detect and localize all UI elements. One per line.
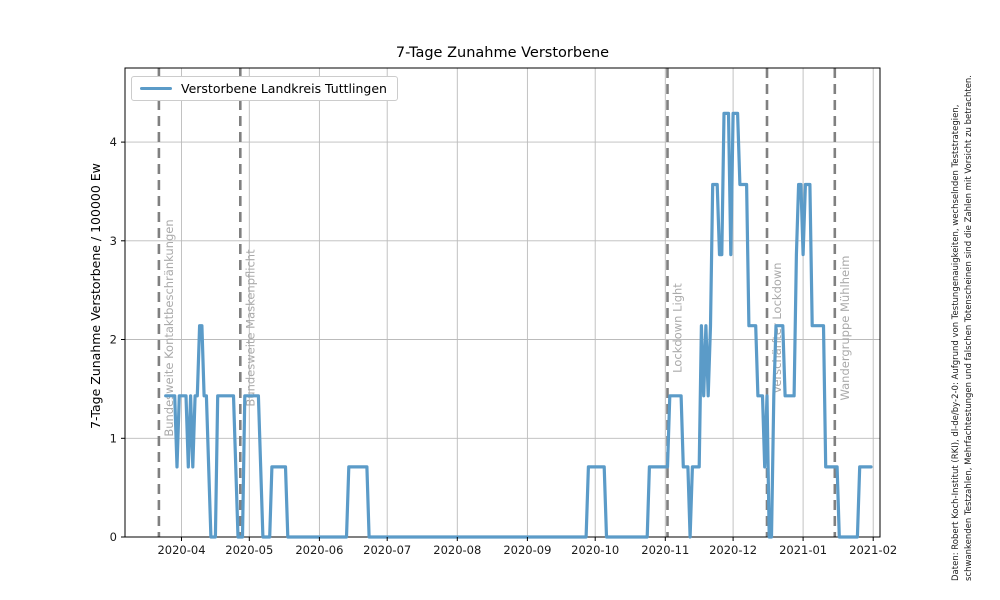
y-axis-label: 7-Tage Zunahme Verstorbene / 100000 Ew: [88, 163, 103, 429]
y-tick-label: 0: [110, 530, 117, 544]
x-tick-label: 2020-10: [571, 543, 619, 557]
chart-title: 7-Tage Zunahme Verstorbene: [396, 45, 609, 61]
event-label: Bundesweite Maskenpflicht: [243, 249, 257, 407]
legend-label: Verstorbene Landkreis Tuttlingen: [181, 81, 387, 96]
x-tick-label: 2020-08: [433, 543, 481, 557]
x-tick-label: 2020-04: [157, 543, 205, 557]
y-tick-label: 3: [110, 234, 117, 248]
x-tick-label: 2020-12: [709, 543, 757, 557]
x-tick-label: 2021-01: [779, 543, 827, 557]
x-tick-label: 2020-11: [641, 543, 689, 557]
axis-ticks: 2020-04 2020-05 2020-06 2020-07 2020-08 2020-…: [110, 135, 898, 557]
y-tick-label: 4: [110, 135, 117, 149]
x-tick-label: 2021-02: [849, 543, 897, 557]
event-label: Lockdown Light: [671, 283, 685, 373]
event-label: Bundesweite Kontaktbeschränkungen: [162, 219, 176, 436]
source-caption-line-2: schwankenden Testzahlen, Mehrfachtestung…: [964, 74, 974, 581]
y-tick-label: 2: [110, 333, 117, 347]
legend: Verstorbene Landkreis Tuttlingen: [131, 76, 398, 101]
data-line: [164, 111, 873, 539]
event-label: Wandergruppe Mühlheim: [838, 256, 852, 401]
y-tick-label: 1: [110, 431, 117, 445]
source-caption-line-1: Daten: Robert Koch-Institut (RKI), dl-de…: [951, 104, 961, 581]
x-tick-label: 2020-06: [295, 543, 343, 557]
x-tick-label: 2020-07: [363, 543, 411, 557]
x-tick-label: 2020-05: [225, 543, 273, 557]
legend-line-swatch: [140, 86, 172, 91]
x-tick-label: 2020-09: [503, 543, 551, 557]
